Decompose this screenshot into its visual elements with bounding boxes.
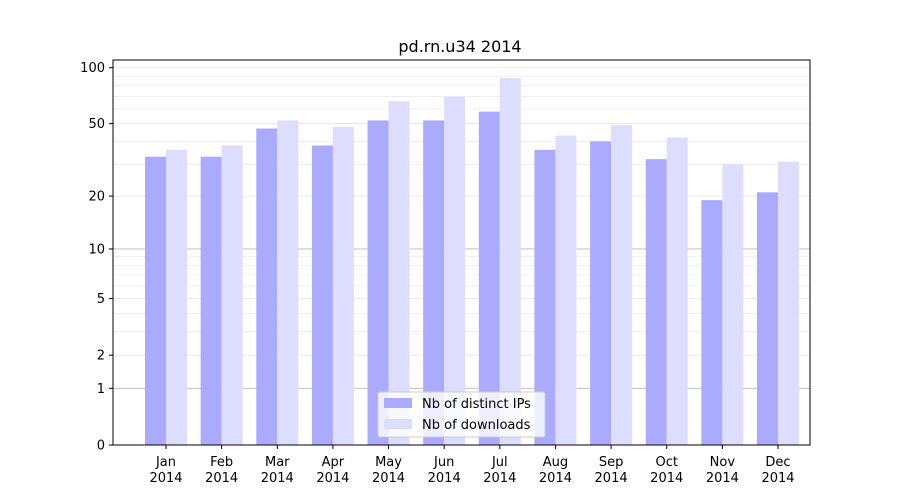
x-tick-label: 2014 [261, 471, 294, 486]
bar [534, 149, 556, 445]
x-tick-label: May [375, 455, 402, 470]
y-tick-label: 1 [97, 382, 105, 397]
x-tick-label: Sep [599, 455, 624, 470]
bar [145, 156, 166, 446]
bar [311, 145, 333, 445]
bar [200, 156, 222, 446]
bar [701, 200, 723, 445]
y-tick-label: 100 [80, 61, 105, 76]
bar [166, 149, 187, 445]
bars [145, 78, 799, 446]
x-tick-label: 2014 [316, 471, 349, 486]
chart-title: pd.rn.u34 2014 [398, 37, 521, 56]
bar [757, 192, 778, 445]
bar [611, 125, 633, 445]
legend-label-downloads: Nb of downloads [422, 418, 531, 433]
y-tick-label: 2 [97, 349, 105, 364]
bar [478, 111, 500, 445]
bar [277, 120, 299, 445]
legend-box [377, 391, 546, 438]
y-axis: 0 1 2 5 10 20 50 100 [80, 61, 113, 454]
bar [499, 78, 521, 446]
legend: Nb of distinct IPs Nb of downloads [377, 391, 546, 438]
legend-swatch-ips [384, 398, 412, 408]
bar [590, 141, 612, 446]
bar [555, 135, 577, 445]
x-tick-label: 2014 [428, 471, 461, 486]
plot-frame [112, 59, 811, 446]
bar [722, 164, 744, 445]
bar [423, 120, 445, 445]
x-tick-label: Oct [655, 455, 677, 470]
bar [221, 145, 243, 445]
bar [444, 96, 466, 445]
bar [367, 120, 389, 445]
x-tick-label: 2014 [372, 471, 405, 486]
x-tick-label: 2014 [149, 471, 182, 486]
x-tick-label: 2014 [539, 471, 572, 486]
bar [778, 161, 799, 445]
x-tick-label: 2014 [706, 471, 739, 486]
x-tick-label: Nov [710, 455, 736, 470]
bar [388, 101, 410, 446]
bar [666, 137, 688, 446]
x-tick-label: Dec [765, 455, 790, 470]
x-tick-label: Feb [210, 455, 233, 470]
x-tick-label: Jan [155, 455, 176, 470]
legend-swatch-downloads [384, 419, 412, 429]
x-tick-label: Jul [491, 455, 508, 470]
bar [332, 126, 354, 445]
x-tick-label: Aug [543, 455, 568, 470]
y-tick-label: 50 [88, 117, 105, 132]
x-tick-label: 2014 [761, 471, 794, 486]
y-tick-label: 0 [97, 439, 105, 454]
x-tick-label: 2014 [205, 471, 238, 486]
x-tick-label: Jun [433, 455, 454, 470]
y-tick-label: 5 [97, 292, 105, 307]
bar [256, 128, 278, 445]
x-tick-label: 2014 [595, 471, 628, 486]
y-tick-label: 10 [88, 242, 105, 257]
legend-label-ips: Nb of distinct IPs [422, 397, 531, 412]
bar [645, 159, 667, 445]
x-tick-label: Mar [265, 455, 290, 470]
x-tick-label: 2014 [650, 471, 683, 486]
x-tick-label: Apr [322, 455, 345, 470]
x-axis: Jan2014Feb2014Mar2014Apr2014May2014Jun20… [149, 445, 795, 486]
y-tick-label: 20 [88, 190, 105, 205]
x-tick-label: 2014 [483, 471, 516, 486]
